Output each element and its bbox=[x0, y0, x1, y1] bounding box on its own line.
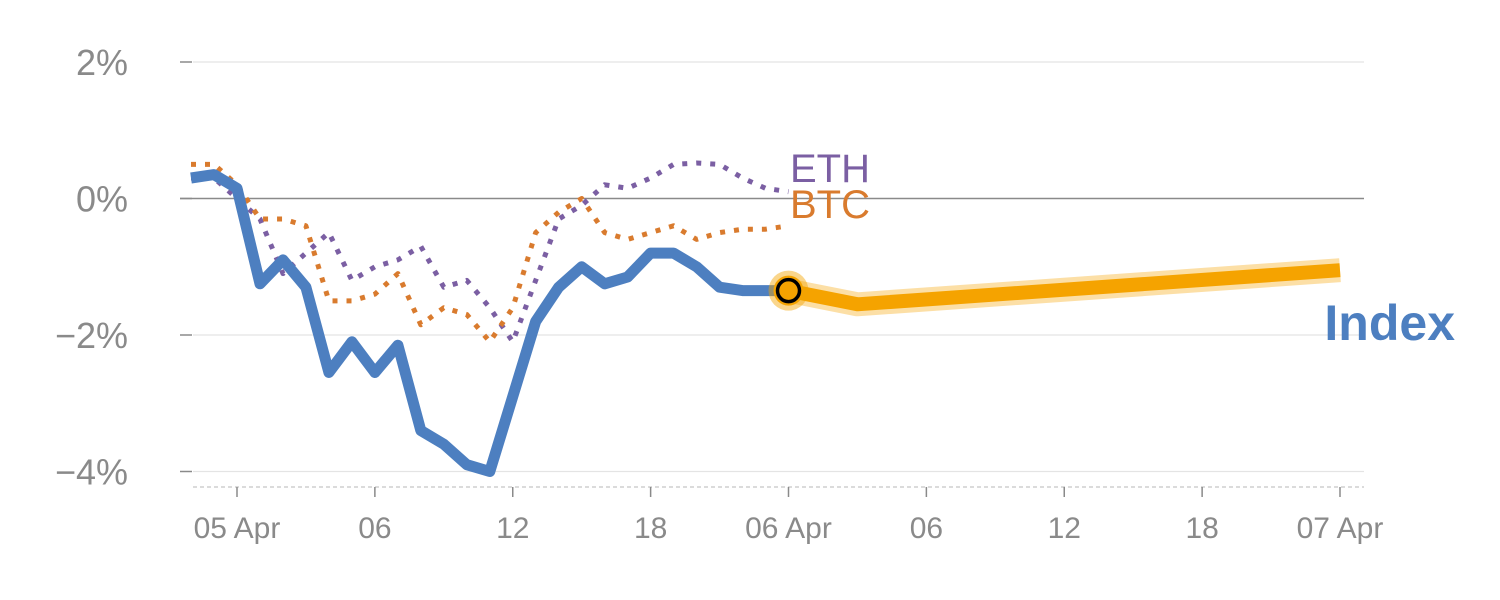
x-tick-label: 12 bbox=[496, 512, 529, 545]
y-tick-label: −2% bbox=[55, 315, 128, 356]
series bbox=[190, 160, 1341, 477]
series-label-eth: ETH bbox=[790, 147, 870, 191]
series-label-index: Index bbox=[1324, 295, 1455, 351]
x-axis: 05 Apr 06 12 18 06 Apr 06 12 18 07 Apr bbox=[193, 486, 1384, 545]
current-marker bbox=[768, 270, 809, 311]
forecast-band bbox=[787, 263, 1341, 312]
marker-point bbox=[775, 277, 802, 304]
series-label-btc: BTC bbox=[790, 183, 870, 227]
x-tick-label: 07 Apr bbox=[1297, 512, 1384, 545]
x-tick-label: 12 bbox=[1048, 512, 1081, 545]
series-line-index bbox=[190, 169, 789, 477]
gridlines bbox=[180, 61, 1364, 473]
x-tick-label: 18 bbox=[1185, 512, 1218, 545]
x-tick-label: 05 Apr bbox=[194, 512, 281, 545]
x-tick-label: 06 Apr bbox=[745, 512, 832, 545]
x-tick-label: 06 bbox=[358, 512, 391, 545]
y-tick-label: −4% bbox=[55, 452, 128, 493]
y-tick-label: 0% bbox=[76, 179, 128, 220]
y-tick-label: 2% bbox=[76, 42, 128, 83]
x-tick-label: 18 bbox=[634, 512, 667, 545]
series-line-eth bbox=[191, 160, 789, 345]
y-axis-ticks: 2% 0% −2% −4% bbox=[55, 42, 128, 493]
series-labels: ETH BTC Index bbox=[790, 147, 1455, 351]
x-tick-label: 06 bbox=[910, 512, 943, 545]
series-line-btc bbox=[191, 161, 789, 345]
